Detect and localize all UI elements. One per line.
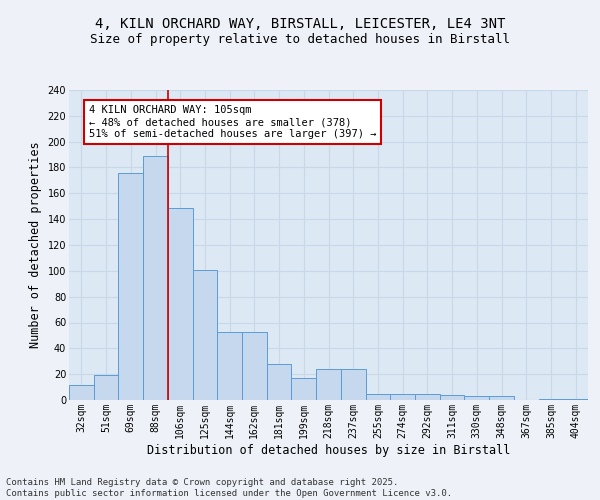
Bar	[292, 378, 316, 400]
Bar	[464, 396, 489, 400]
Bar	[415, 394, 440, 400]
Bar	[563, 398, 588, 400]
Bar	[489, 396, 514, 400]
Bar	[365, 394, 390, 400]
Bar	[118, 172, 143, 400]
Bar	[440, 395, 464, 400]
Text: Size of property relative to detached houses in Birstall: Size of property relative to detached ho…	[90, 32, 510, 46]
Text: 4, KILN ORCHARD WAY, BIRSTALL, LEICESTER, LE4 3NT: 4, KILN ORCHARD WAY, BIRSTALL, LEICESTER…	[95, 18, 505, 32]
Bar	[168, 208, 193, 400]
Text: 4 KILN ORCHARD WAY: 105sqm
← 48% of detached houses are smaller (378)
51% of sem: 4 KILN ORCHARD WAY: 105sqm ← 48% of deta…	[89, 106, 376, 138]
Bar	[69, 384, 94, 400]
Bar	[217, 332, 242, 400]
Bar	[193, 270, 217, 400]
Bar	[539, 398, 563, 400]
Bar	[316, 369, 341, 400]
Bar	[242, 332, 267, 400]
Bar	[341, 369, 365, 400]
Text: Contains HM Land Registry data © Crown copyright and database right 2025.
Contai: Contains HM Land Registry data © Crown c…	[6, 478, 452, 498]
Bar	[267, 364, 292, 400]
Y-axis label: Number of detached properties: Number of detached properties	[29, 142, 42, 348]
Bar	[390, 394, 415, 400]
X-axis label: Distribution of detached houses by size in Birstall: Distribution of detached houses by size …	[147, 444, 510, 456]
Bar	[94, 376, 118, 400]
Bar	[143, 156, 168, 400]
